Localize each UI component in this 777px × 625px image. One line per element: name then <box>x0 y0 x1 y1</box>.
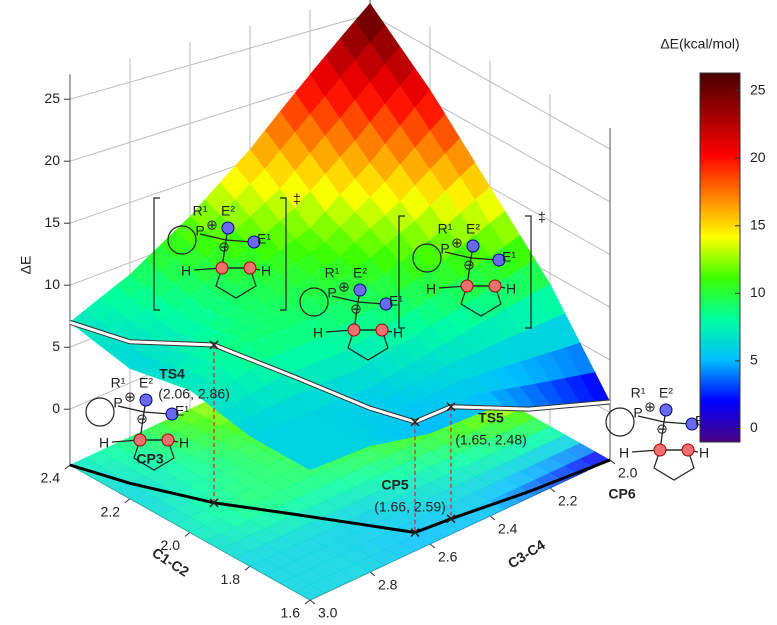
atom-red <box>216 262 228 274</box>
atom-red <box>654 444 666 456</box>
catalyst-ring <box>86 398 114 426</box>
point-coords: (1.65, 2.48) <box>455 431 527 447</box>
atom-label: ⊖ <box>463 257 475 273</box>
atom-label: E² <box>353 265 367 281</box>
y-tick <box>550 488 555 492</box>
atom-label: ⊕ <box>206 217 218 233</box>
state-label: CP3 <box>136 451 163 467</box>
x-tick <box>305 600 310 604</box>
atom-label: E¹ <box>257 231 271 247</box>
chart: ΔE C1-C2 C3-C4 ΔE(kcal/mol) 05101520252.… <box>0 0 777 625</box>
x-tick-label: 2.2 <box>101 503 121 519</box>
atom-label: P <box>633 405 642 421</box>
atom-label: E¹ <box>389 293 403 309</box>
atom-label: H <box>393 325 403 341</box>
atom-label: H <box>426 281 436 297</box>
atom-red <box>489 280 501 292</box>
atom-label: H <box>181 263 191 279</box>
x-tick <box>125 499 130 503</box>
x-tick-label: 2.0 <box>161 537 181 553</box>
atom-label: H <box>619 445 629 461</box>
y-tick-label: 2.8 <box>378 577 398 593</box>
x-tick-label: 1.8 <box>221 571 241 587</box>
colorbar-tick-label: 10 <box>750 284 766 300</box>
atom-label: H <box>506 281 516 297</box>
atom-label: H <box>261 263 271 279</box>
x-tick <box>65 465 70 469</box>
colorbar-tick-label: 15 <box>750 216 766 232</box>
atom-red <box>134 434 146 446</box>
atom-label: E¹ <box>502 249 516 265</box>
atom-label: H <box>699 445 709 461</box>
point-label: TS4 <box>159 366 185 382</box>
atom-label: E² <box>139 375 153 391</box>
z-tick-label: 25 <box>44 90 60 106</box>
x-tick-label: 2.4 <box>41 470 61 486</box>
point-coords: (2.06, 2.86) <box>158 386 230 402</box>
z-tick-label: 15 <box>44 214 60 230</box>
y-tick-label: 2.6 <box>438 549 458 565</box>
point-label: CP5 <box>381 477 408 493</box>
atom-label: ⊖ <box>218 239 230 255</box>
z-tick-label: 10 <box>44 276 60 292</box>
atom-blue <box>354 284 366 296</box>
ts-mark: ‡ <box>538 209 546 225</box>
y-tick <box>310 600 315 604</box>
atom-label: E² <box>466 221 480 237</box>
atom-label: E¹ <box>175 403 189 419</box>
atom-blue <box>660 404 672 416</box>
y-tick-label: 2.0 <box>618 465 638 481</box>
atom-label: ⊕ <box>644 399 656 415</box>
y-tick <box>490 516 495 520</box>
y-tick-label: 2.4 <box>498 521 518 537</box>
atom-label: H <box>313 325 323 341</box>
y-tick <box>610 460 615 464</box>
atom-label: H <box>179 435 189 451</box>
atom-red <box>244 262 256 274</box>
ts-mark: ‡ <box>293 191 301 207</box>
colorbar-tick-label: 20 <box>750 149 766 165</box>
atom-blue <box>222 222 234 234</box>
atom-blue <box>140 394 152 406</box>
atom-label: P <box>113 395 122 411</box>
colorbar-tick-label: 0 <box>750 419 758 435</box>
atom-label: ⊖ <box>350 301 362 317</box>
point-label: TS5 <box>478 409 504 425</box>
z-tick-label: 0 <box>52 400 60 416</box>
atom-blue <box>467 240 479 252</box>
atom-red <box>348 324 360 336</box>
colorbar-title: ΔE(kcal/mol) <box>660 36 739 52</box>
atom-label: P <box>195 223 204 239</box>
colorbar-tick-label: 25 <box>750 81 766 97</box>
atom-label: ⊖ <box>656 421 668 437</box>
state-label: CP6 <box>608 486 635 502</box>
atom-label: E² <box>221 203 235 219</box>
y-axis-title: C3-C4 <box>505 536 548 571</box>
atom-label: P <box>440 241 449 257</box>
z-tick-label: 5 <box>52 338 60 354</box>
atom-label: ⊕ <box>338 279 350 295</box>
y-tick <box>370 572 375 576</box>
atom-red <box>162 434 174 446</box>
atom-red <box>682 444 694 456</box>
atom-label: ⊖ <box>136 411 148 427</box>
y-tick-label: 2.2 <box>558 493 578 509</box>
z-tick-label: 20 <box>44 152 60 168</box>
colorbar-tick-label: 5 <box>750 352 758 368</box>
atom-label: E² <box>659 385 673 401</box>
atom-red <box>376 324 388 336</box>
atom-label: H <box>99 435 109 451</box>
z-axis-title: ΔE <box>18 256 34 275</box>
x-tick <box>245 566 250 570</box>
x-tick-label: 1.6 <box>281 605 301 621</box>
y-tick <box>430 544 435 548</box>
atom-label: ⊕ <box>451 235 463 251</box>
atom-red <box>461 280 473 292</box>
x-tick <box>185 533 190 537</box>
y-tick-label: 3.0 <box>318 605 338 621</box>
colorbar <box>700 73 740 442</box>
atom-label: ⊕ <box>124 389 136 405</box>
point-coords: (1.66, 2.59) <box>374 499 446 515</box>
atom-label: P <box>327 285 336 301</box>
